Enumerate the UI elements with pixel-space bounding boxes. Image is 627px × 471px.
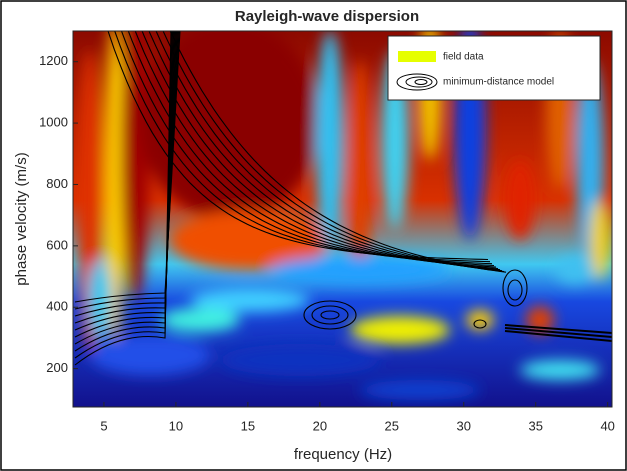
- model-contour: [74, 31, 173, 359]
- x-tick-label: 40: [600, 418, 614, 433]
- model-contour: [74, 31, 176, 338]
- heatmap-cell: [160, 308, 240, 332]
- x-tick-label: 35: [528, 418, 542, 433]
- x-tick-label: 5: [100, 418, 107, 433]
- y-tick-label: 1200: [39, 53, 68, 68]
- x-tick-label: 25: [385, 418, 399, 433]
- heatmap-cell: [140, 31, 320, 220]
- y-tick-label: 600: [46, 237, 68, 252]
- x-tick-label: 15: [241, 418, 255, 433]
- model-contour: [155, 31, 503, 272]
- heatmap-cell: [105, 31, 125, 340]
- x-tick-label: 20: [313, 418, 327, 433]
- model-contour: [169, 31, 507, 273]
- heatmap-cell: [505, 160, 535, 240]
- model-contour: [502, 269, 528, 307]
- heatmap-cell: [220, 344, 380, 376]
- heatmap-cell: [90, 335, 210, 375]
- model-contour: [162, 31, 505, 273]
- model-contour: [504, 330, 612, 342]
- heatmap-cell: [350, 316, 450, 344]
- model-contour: [320, 310, 340, 320]
- y-tick-label: 1000: [39, 115, 68, 130]
- model-contour: [504, 324, 612, 334]
- model-contour: [473, 319, 487, 329]
- legend-contour-icon: [396, 73, 438, 91]
- model-contour: [74, 31, 179, 317]
- model-contour: [74, 31, 174, 352]
- model-contour: [74, 31, 180, 310]
- y-axis-label: phase velocity (m/s): [13, 152, 30, 285]
- legend-label: field data: [443, 52, 484, 63]
- heatmap-cell: [316, 31, 344, 250]
- model-contour: [311, 305, 349, 325]
- model-contour: [74, 31, 181, 303]
- heatmap-cell: [360, 380, 480, 400]
- legend-swatch: [398, 51, 436, 62]
- heatmap-cell: [190, 288, 310, 312]
- model-contour: [74, 31, 172, 366]
- heatmap-cell: [590, 200, 610, 280]
- legend: field data minimum-distance model: [387, 35, 601, 101]
- legend-label: minimum-distance model: [443, 77, 554, 88]
- chart-title: Rayleigh-wave dispersion: [235, 8, 419, 25]
- x-axis-label: frequency (Hz): [294, 446, 392, 463]
- heatmap-cell: [520, 360, 600, 380]
- heatmap-cell: [88, 260, 112, 340]
- heatmap-cell: [270, 256, 450, 284]
- plot-frame: [72, 30, 613, 408]
- x-tick-label: 30: [457, 418, 471, 433]
- y-tick-label: 200: [46, 360, 68, 375]
- model-contour: [303, 300, 357, 330]
- y-tick-label: 400: [46, 299, 68, 314]
- model-contour: [74, 31, 175, 345]
- y-tick-label: 800: [46, 176, 68, 191]
- model-contour: [74, 31, 177, 331]
- heatmap-cell: [170, 210, 330, 270]
- x-tick-label: 10: [169, 418, 183, 433]
- model-contour: [74, 31, 178, 324]
- heatmap-cell: [348, 60, 372, 280]
- model-contour: [507, 279, 523, 301]
- heatmap-cell: [555, 256, 595, 284]
- model-contour: [504, 327, 612, 338]
